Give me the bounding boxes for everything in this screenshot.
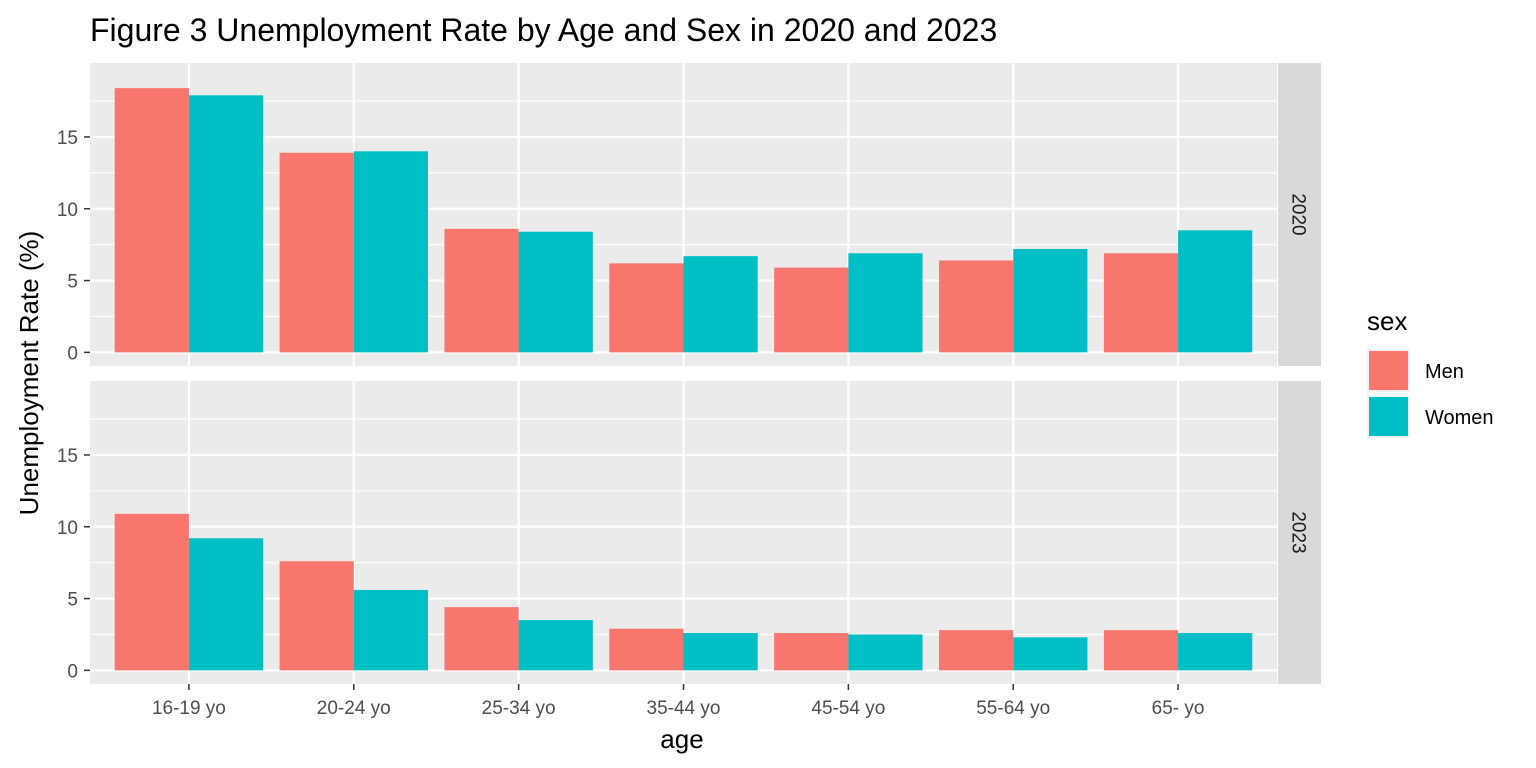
bar-women-2023 bbox=[683, 633, 758, 671]
x-tick-label: 16-19 yo bbox=[152, 698, 226, 719]
bar-men-2020 bbox=[774, 267, 849, 353]
x-axis-title: age bbox=[660, 724, 703, 754]
bar-men-2020 bbox=[114, 88, 189, 353]
bar-women-2020 bbox=[518, 231, 593, 353]
panel-2023: 0 5 10 15 2023 bbox=[57, 381, 1321, 684]
x-tick-label: 65- yo bbox=[1152, 698, 1205, 719]
bar-men-2020 bbox=[939, 260, 1014, 353]
bar-women-2023 bbox=[518, 620, 593, 671]
bar-women-2023 bbox=[1013, 637, 1088, 671]
bar-men-2023 bbox=[1103, 630, 1179, 671]
y-axis-title: Unemployment Rate (%) bbox=[14, 231, 44, 516]
legend-label-women: Women bbox=[1425, 407, 1494, 429]
legend-swatch-women bbox=[1369, 397, 1408, 436]
x-tick-label: 35-44 yo bbox=[647, 698, 721, 719]
bar-men-2023 bbox=[609, 628, 684, 671]
bar-men-2020 bbox=[279, 152, 354, 353]
bar-women-2023 bbox=[353, 589, 428, 671]
facet-label-2023: 2023 bbox=[1288, 511, 1309, 553]
facet-strip bbox=[1278, 63, 1321, 366]
y-tick-label: 0 bbox=[67, 343, 78, 364]
bar-men-2023 bbox=[774, 633, 849, 671]
bar-men-2023 bbox=[939, 630, 1014, 671]
y-tick-label: 10 bbox=[57, 518, 78, 539]
bar-women-2020 bbox=[848, 253, 923, 353]
y-tick-label: 15 bbox=[57, 128, 78, 149]
facet-strip bbox=[1278, 381, 1321, 684]
facet-label-2020: 2020 bbox=[1288, 193, 1309, 235]
y-tick-label: 5 bbox=[67, 590, 78, 611]
legend-swatch-men bbox=[1369, 351, 1408, 390]
bar-men-2023 bbox=[114, 513, 189, 671]
bar-women-2020 bbox=[353, 151, 428, 353]
y-tick-label: 5 bbox=[67, 272, 78, 293]
bar-men-2023 bbox=[279, 561, 354, 671]
bar-men-2023 bbox=[444, 607, 519, 671]
legend: sex Men Women bbox=[1367, 306, 1494, 438]
bar-women-2023 bbox=[1178, 633, 1253, 671]
bar-men-2020 bbox=[444, 228, 519, 353]
bar-women-2020 bbox=[1013, 248, 1088, 353]
bar-women-2020 bbox=[188, 95, 264, 353]
bar-men-2020 bbox=[1103, 253, 1179, 353]
bar-men-2020 bbox=[609, 263, 684, 353]
bar-women-2020 bbox=[683, 256, 758, 353]
bar-women-2020 bbox=[1178, 230, 1253, 353]
y-tick-label: 0 bbox=[67, 661, 78, 682]
x-tick-label: 20-24 yo bbox=[317, 698, 391, 719]
legend-label-men: Men bbox=[1425, 361, 1464, 383]
y-tick-label: 10 bbox=[57, 200, 78, 221]
bar-women-2023 bbox=[848, 634, 923, 671]
y-tick-label: 15 bbox=[57, 446, 78, 467]
x-tick-label: 55-64 yo bbox=[976, 698, 1050, 719]
panel-2020: 0 5 10 15 2020 bbox=[57, 63, 1321, 366]
facet-panels: 0 5 10 15 2020 0 5 10 15 2023 16-19 yo 20-24 yo 25-3… bbox=[57, 63, 1321, 719]
legend-title: sex bbox=[1367, 306, 1407, 336]
x-tick-label: 45-54 yo bbox=[811, 698, 885, 719]
chart-title: Figure 3 Unemployment Rate by Age and Se… bbox=[90, 12, 997, 48]
bar-women-2023 bbox=[188, 538, 264, 671]
x-tick-label: 25-34 yo bbox=[482, 698, 556, 719]
